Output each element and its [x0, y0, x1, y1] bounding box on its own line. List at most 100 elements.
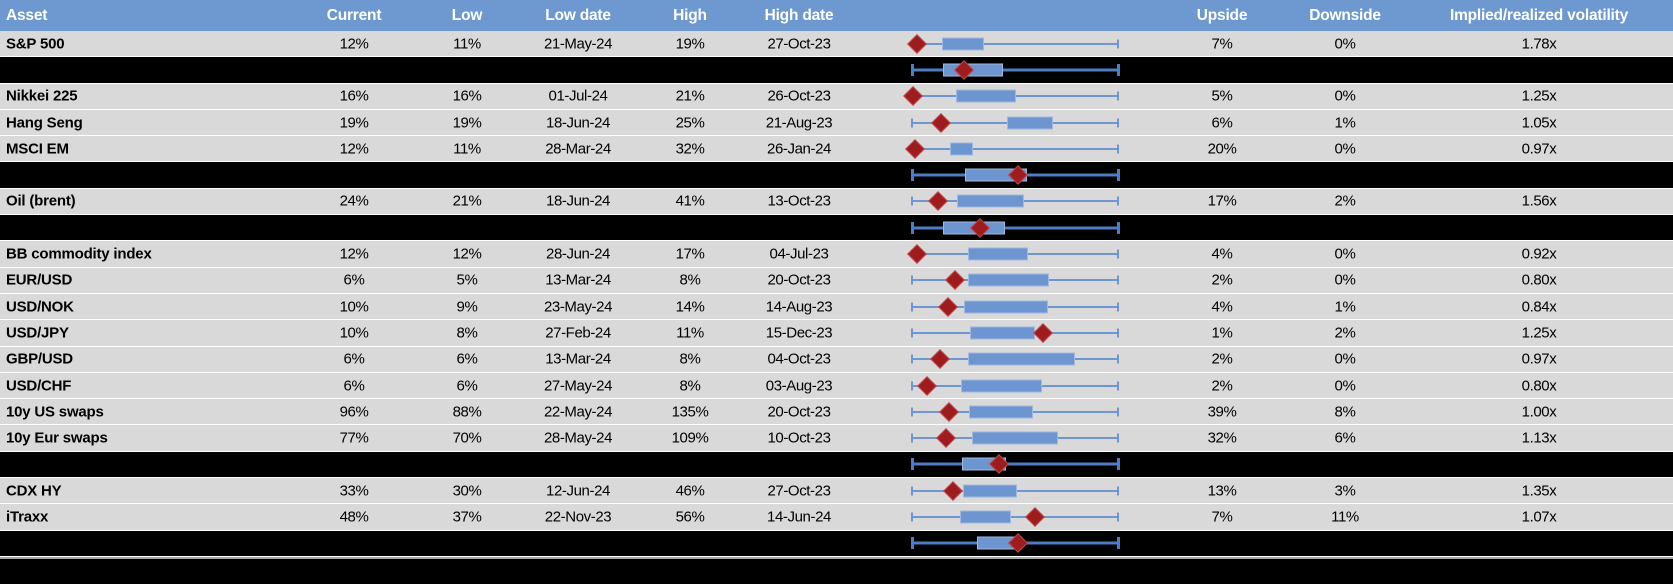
high-date-cell: 04-Oct-23 [767, 350, 831, 368]
table-body: S&P 500 12% 11% 21-May-24 19% 27-Oct-23 7% 0% 1.… [0, 31, 1673, 557]
iqr-box [956, 89, 1017, 103]
whisker-tick-left [911, 118, 913, 128]
current-cell: 6% [343, 271, 365, 289]
asset-row: 10y US swaps 96% 88% 22-May-24 135% 20-Oct-23… [0, 399, 1673, 426]
high-cell: 8% [679, 350, 701, 368]
whisker-tick-right [1117, 486, 1119, 496]
whisker-tick-left [911, 196, 913, 206]
current-cell: 96% [339, 403, 369, 421]
iqr-box [963, 484, 1018, 498]
high-date-cell: 14-Jun-24 [767, 508, 831, 526]
whisker-tick-right [1117, 91, 1119, 101]
upside-cell: 32% [1207, 429, 1237, 447]
asset-name-cell: CDX HY [6, 482, 62, 500]
iqr-box [942, 37, 985, 51]
high-cell: 11% [676, 324, 704, 342]
whisker-tick-left [911, 458, 914, 471]
upside-cell: 20% [1207, 140, 1237, 158]
upside-cell: 2% [1211, 271, 1233, 289]
high-date-cell: 20-Oct-23 [767, 403, 831, 421]
upside-cell: 1% [1211, 324, 1233, 342]
whisker-line [912, 147, 1118, 150]
current-cell: 12% [339, 140, 369, 158]
whisker-tick-right [1117, 512, 1119, 522]
high-date-cell: 20-Oct-23 [767, 271, 831, 289]
low-cell: 5% [456, 271, 478, 289]
asset-name-cell: USD/JPY [6, 324, 69, 342]
current-marker-diamond [1033, 323, 1053, 343]
range-boxplot [0, 425, 1673, 450]
whisker-tick-left [911, 381, 913, 390]
downside-cell: 3% [1334, 482, 1356, 500]
iqr-box [968, 352, 1075, 366]
iqr-box [968, 273, 1049, 287]
downside-cell: 0% [1334, 271, 1356, 289]
current-marker-diamond [943, 480, 963, 501]
whisker-tick-right [1117, 381, 1119, 390]
downside-cell: 0% [1334, 245, 1356, 263]
range-boxplot [0, 268, 1673, 293]
whisker-tick-left [911, 275, 913, 285]
asset-row: Nikkei 225 16% 16% 01-Jul-24 21% 26-Oct-23 5% 0… [0, 83, 1673, 110]
low-date-cell: 18-Jun-24 [546, 114, 610, 132]
downside-cell: 0% [1334, 350, 1356, 368]
downside-cell: 8% [1334, 403, 1356, 421]
asset-row: CDX HY 33% 30% 12-Jun-24 46% 27-Oct-23 13% 3% 1.… [0, 478, 1673, 505]
high-date-cell: 27-Oct-23 [767, 482, 831, 500]
column-header-low-date: Low date [545, 6, 611, 24]
asset-row: GBP/USD 6% 6% 13-Mar-24 8% 04-Oct-23 2% 0% 0.97x [0, 346, 1673, 373]
whisker-tick-left [911, 221, 914, 234]
high-cell: 41% [675, 192, 705, 210]
column-header-implied-realized-volatility: Implied/realized volatility [1449, 6, 1629, 24]
upside-cell: 7% [1211, 35, 1233, 53]
high-date-cell: 26-Jan-24 [767, 140, 831, 158]
whisker-tick-right [1117, 144, 1119, 154]
low-date-cell: 12-Jun-24 [546, 482, 610, 500]
high-cell: 8% [679, 377, 701, 394]
implied-realized-vol-cell: 1.25x [1521, 87, 1557, 105]
downside-cell: 1% [1334, 114, 1356, 132]
whisker-tick-right [1117, 249, 1119, 259]
low-date-cell: 23-May-24 [543, 298, 613, 316]
downside-cell: 0% [1334, 35, 1356, 53]
whisker-line [912, 462, 1118, 466]
high-cell: 32% [675, 140, 705, 158]
whisker-line [912, 68, 1118, 72]
upside-cell: 17% [1207, 192, 1237, 210]
range-boxplot [0, 294, 1673, 319]
implied-realized-vol-cell: 0.80x [1521, 271, 1557, 289]
high-cell: 19% [675, 35, 705, 53]
redacted-row [0, 530, 1673, 557]
current-marker-diamond [936, 428, 956, 448]
whisker-tick-left [911, 354, 913, 364]
high-cell: 21% [675, 87, 705, 105]
low-cell: 19% [452, 114, 482, 132]
upside-cell: 13% [1207, 482, 1237, 500]
range-boxplot [0, 478, 1673, 503]
whisker-tick-right [1117, 275, 1119, 285]
implied-realized-vol-cell: 1.35x [1521, 482, 1557, 500]
whisker-tick-right [1117, 221, 1120, 234]
asset-row: USD/NOK 10% 9% 23-May-24 14% 14-Aug-23 4% 1% 0.8… [0, 293, 1673, 321]
whisker-tick-left [911, 328, 913, 338]
range-boxplot [0, 110, 1673, 135]
low-date-cell: 01-Jul-24 [548, 87, 608, 105]
column-header-low: Low [451, 6, 483, 24]
whisker-tick-right [1117, 39, 1119, 49]
low-cell: 70% [452, 429, 482, 447]
implied-realized-vol-cell: 1.05x [1521, 114, 1557, 132]
iqr-box [1006, 116, 1053, 130]
current-marker-diamond [903, 86, 923, 107]
low-cell: 11% [453, 35, 481, 53]
low-cell: 9% [456, 298, 478, 316]
range-boxplot [0, 136, 1673, 161]
current-cell: 12% [339, 245, 369, 263]
high-date-cell: 15-Dec-23 [765, 324, 833, 342]
implied-realized-vol-cell: 1.00x [1521, 403, 1557, 421]
current-cell: 6% [343, 350, 365, 368]
asset-name-cell: 10y US swaps [6, 403, 104, 421]
low-date-cell: 28-Mar-24 [545, 140, 611, 158]
high-cell: 46% [675, 482, 705, 500]
current-marker-diamond [917, 375, 937, 396]
